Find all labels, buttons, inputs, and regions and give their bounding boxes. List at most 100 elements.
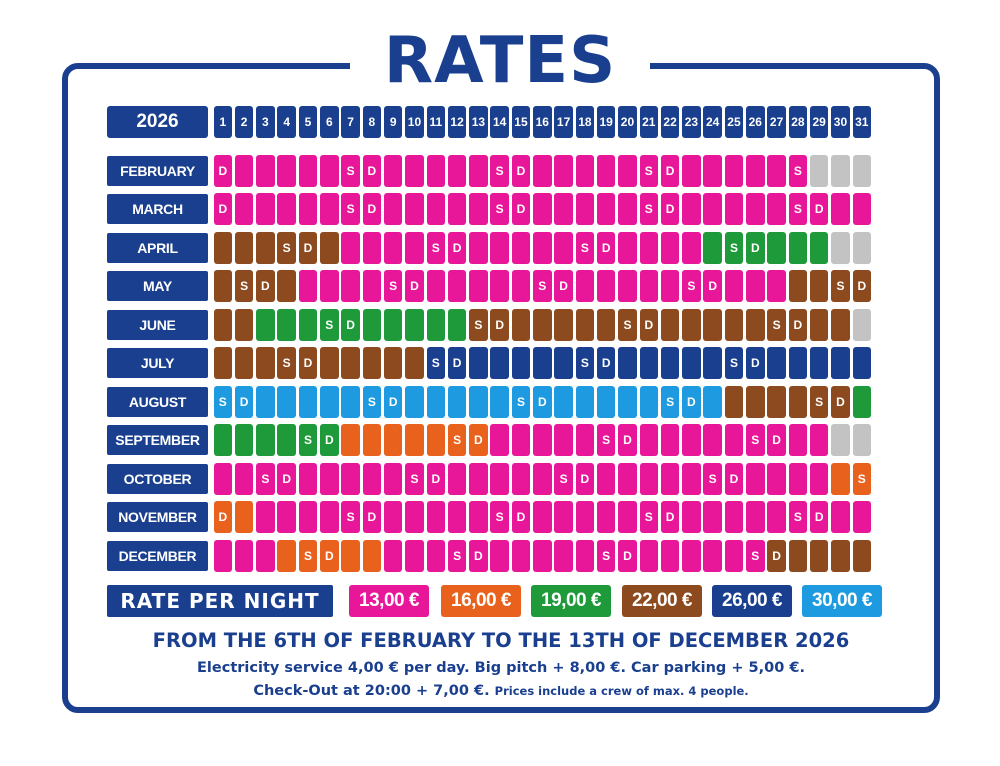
day-cell bbox=[383, 193, 403, 225]
day-cell bbox=[405, 347, 424, 379]
month-label: SEPTEMBER bbox=[107, 425, 208, 455]
day-cell bbox=[383, 308, 403, 341]
day-cell: D bbox=[447, 347, 467, 379]
day-cell bbox=[639, 424, 659, 456]
month-label: JUNE bbox=[107, 309, 208, 340]
day-cell bbox=[320, 347, 339, 379]
day-cell: S bbox=[809, 385, 829, 418]
day-cell bbox=[724, 424, 744, 456]
day-cell bbox=[554, 385, 573, 418]
day-cell bbox=[320, 270, 339, 302]
day-cell bbox=[596, 501, 616, 533]
month-label: JULY bbox=[107, 348, 208, 378]
day-cell bbox=[703, 231, 722, 264]
month-label: NOVEMBER bbox=[107, 502, 208, 532]
day-cell bbox=[660, 231, 680, 264]
day-cell bbox=[660, 424, 680, 456]
day-cell bbox=[469, 347, 488, 379]
day-cell bbox=[383, 462, 403, 495]
day-header: 17 bbox=[554, 106, 573, 138]
day-cell bbox=[554, 424, 573, 456]
day-cell bbox=[405, 424, 424, 456]
day-cell bbox=[383, 501, 403, 533]
day-header: 23 bbox=[682, 106, 701, 138]
day-cell: D bbox=[277, 462, 296, 495]
day-cell bbox=[383, 231, 403, 264]
day-cell bbox=[724, 539, 744, 572]
day-cell bbox=[618, 462, 637, 495]
day-header: 10 bbox=[405, 106, 424, 138]
day-cell bbox=[724, 154, 744, 187]
day-cell bbox=[298, 270, 318, 302]
day-cell: D bbox=[256, 270, 275, 302]
month-label: OCTOBER bbox=[107, 463, 208, 494]
day-cell bbox=[554, 231, 573, 264]
day-header: 13 bbox=[469, 106, 488, 138]
day-cell bbox=[362, 462, 382, 495]
checkout-note: Check-Out at 20:00 + 7,00 €. Prices incl… bbox=[62, 680, 940, 702]
day-cell bbox=[277, 193, 296, 225]
day-cell bbox=[362, 347, 382, 379]
day-cell: S bbox=[682, 270, 701, 302]
rate-badge: 22,00 € bbox=[622, 585, 702, 617]
day-cell bbox=[746, 385, 765, 418]
extra-charges-note: Electricity service 4,00 € per day. Big … bbox=[197, 660, 805, 676]
day-cell bbox=[256, 539, 275, 572]
day-cell bbox=[533, 231, 552, 264]
day-cell bbox=[596, 193, 616, 225]
day-header: 26 bbox=[746, 106, 765, 138]
day-cell: D bbox=[746, 347, 765, 379]
day-cell: S bbox=[852, 462, 872, 495]
day-cell bbox=[533, 539, 552, 572]
day-cell bbox=[767, 385, 786, 418]
day-cell bbox=[788, 539, 808, 572]
day-cell bbox=[639, 385, 659, 418]
day-cell bbox=[426, 539, 446, 572]
day-cell: D bbox=[809, 501, 829, 533]
day-cell bbox=[511, 347, 531, 379]
day-header: 3 bbox=[256, 106, 275, 138]
day-cell bbox=[426, 501, 446, 533]
day-header: 7 bbox=[341, 106, 360, 138]
day-cell bbox=[405, 385, 424, 418]
day-cell: D bbox=[533, 385, 552, 418]
day-cell bbox=[533, 424, 552, 456]
day-cell bbox=[234, 501, 254, 533]
day-cell: D bbox=[298, 231, 318, 264]
day-header: 24 bbox=[703, 106, 722, 138]
day-cell: S bbox=[341, 501, 360, 533]
day-header: 4 bbox=[277, 106, 296, 138]
day-cell bbox=[256, 385, 275, 418]
day-cell bbox=[703, 308, 722, 341]
day-cell bbox=[341, 231, 360, 264]
day-cell bbox=[831, 308, 850, 341]
day-cell bbox=[277, 308, 296, 341]
day-cell bbox=[469, 385, 488, 418]
day-cell: S bbox=[341, 154, 360, 187]
day-cell bbox=[533, 308, 552, 341]
day-cell bbox=[447, 154, 467, 187]
day-cell bbox=[639, 462, 659, 495]
day-cell: S bbox=[639, 154, 659, 187]
day-cell bbox=[298, 501, 318, 533]
day-cell bbox=[703, 385, 722, 418]
day-cell bbox=[703, 501, 722, 533]
day-cell bbox=[618, 501, 637, 533]
month-label: MARCH bbox=[107, 194, 208, 224]
day-cell bbox=[852, 347, 872, 379]
day-cell: S bbox=[362, 385, 382, 418]
day-cell bbox=[703, 154, 722, 187]
day-cell bbox=[447, 501, 467, 533]
day-cell bbox=[426, 424, 446, 456]
day-cell bbox=[362, 270, 382, 302]
day-cell bbox=[554, 154, 573, 187]
day-cell: S bbox=[298, 424, 318, 456]
day-cell bbox=[383, 154, 403, 187]
day-cell: D bbox=[660, 193, 680, 225]
day-cell: D bbox=[724, 462, 744, 495]
day-cell: D bbox=[362, 501, 382, 533]
day-cell bbox=[746, 270, 765, 302]
day-cell bbox=[809, 270, 829, 302]
day-header: 14 bbox=[490, 106, 509, 138]
day-cell bbox=[490, 270, 509, 302]
